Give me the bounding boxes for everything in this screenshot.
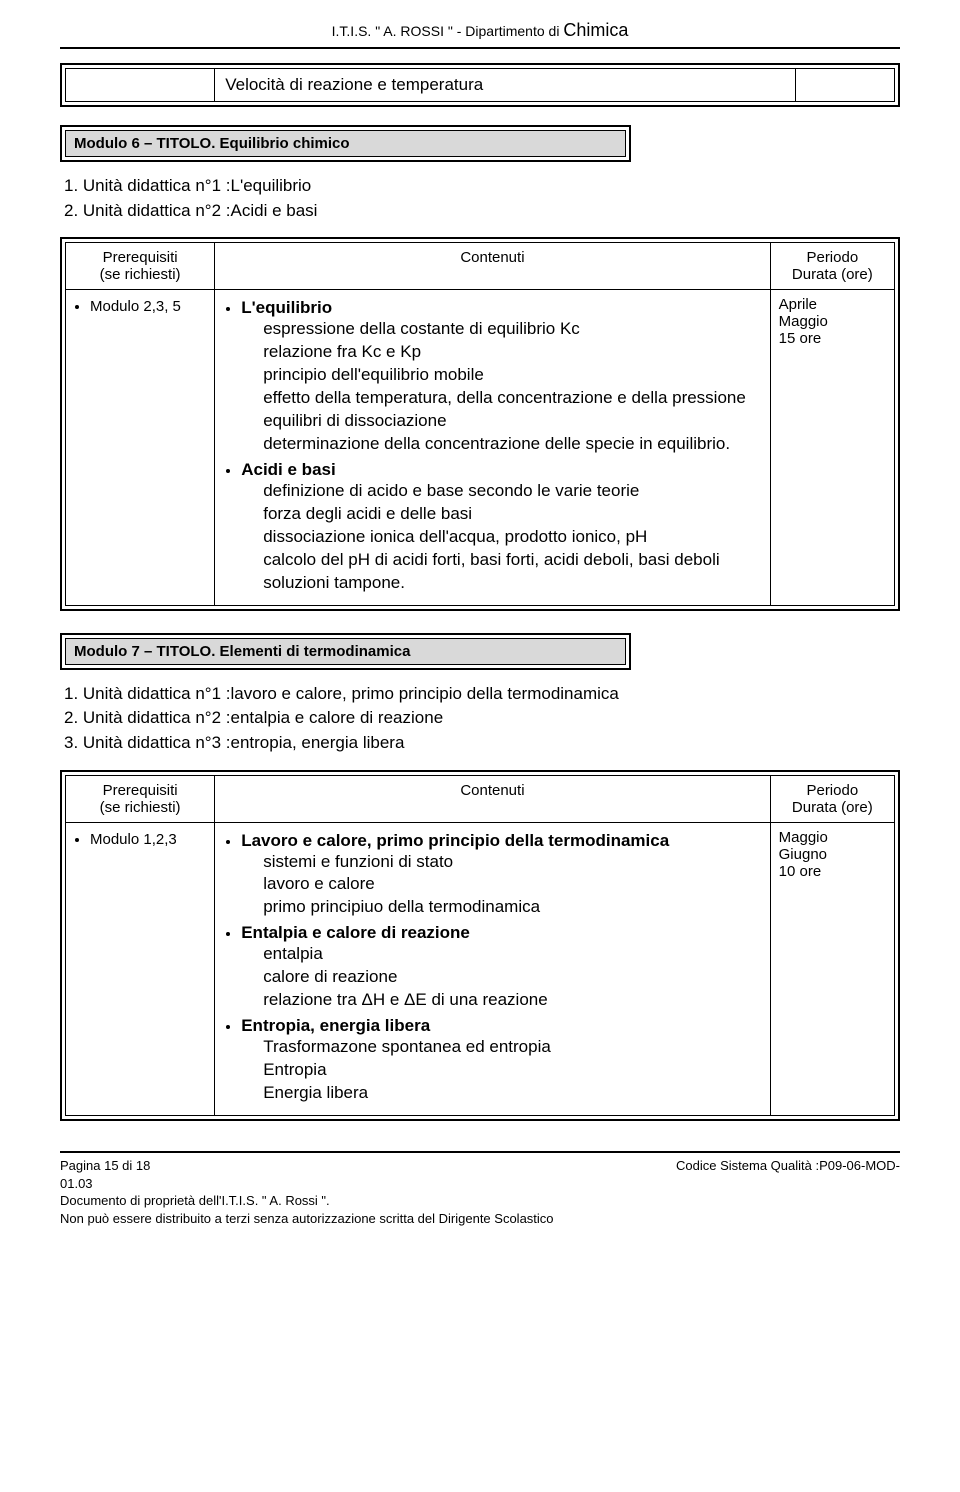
period-line: 10 ore <box>779 863 886 880</box>
unit-item: 1. Unità didattica n°1 :L'equilibrio <box>64 174 900 199</box>
module7-table-box: Prerequisiti (se richiesti) Contenuti Pe… <box>60 770 900 1121</box>
topic-sub: espressione della costante di equilibrio… <box>263 318 761 341</box>
col-period-header: Periodo Durata (ore) <box>770 775 894 822</box>
header-org: I.T.I.S. " A. ROSSI " - Dipartimento di <box>332 23 560 39</box>
topic-sub: Entropia <box>263 1059 761 1082</box>
topic-head: Lavoro e calore, primo principio della t… <box>241 831 669 850</box>
col-prereq-header: Prerequisiti (se richiesti) <box>66 243 215 290</box>
topic-sub: forza degli acidi e delle basi <box>263 503 761 526</box>
topic-head: Entropia, energia libera <box>241 1016 430 1035</box>
footer-date: 01.03 <box>60 1175 900 1193</box>
prereq-item: Modulo 2,3, 5 <box>90 298 206 315</box>
topic-sub: dissociazione ionica dell'acqua, prodott… <box>263 526 761 549</box>
period-line: 15 ore <box>779 330 886 347</box>
topic: L'equilibrio espressione della costante … <box>241 298 761 456</box>
footer-page: Pagina 15 di 18 <box>60 1157 150 1175</box>
page-footer: Pagina 15 di 18 Codice Sistema Qualità :… <box>60 1151 900 1227</box>
page: I.T.I.S. " A. ROSSI " - Dipartimento di … <box>0 0 960 1267</box>
prereq-item: Modulo 1,2,3 <box>90 831 206 848</box>
topic-head: Acidi e basi <box>241 460 335 479</box>
period-line: Maggio <box>779 313 886 330</box>
topic-sub: calcolo del pH di acidi forti, basi fort… <box>263 549 761 572</box>
footer-code: Codice Sistema Qualità :P09-06-MOD- <box>676 1157 900 1175</box>
header-dept: Chimica <box>563 20 628 40</box>
module7-content-cell: Lavoro e calore, primo principio della t… <box>215 822 770 1115</box>
topic: Entalpia e calore di reazione entalpia c… <box>241 923 761 1012</box>
col-content-header: Contenuti <box>215 775 770 822</box>
topic-sub: determinazione della concentrazione dell… <box>263 433 761 456</box>
intro-left <box>66 69 215 102</box>
module7-period-cell: Maggio Giugno 10 ore <box>770 822 894 1115</box>
topic: Entropia, energia libera Trasformazone s… <box>241 1016 761 1105</box>
module6-content-cell: L'equilibrio espressione della costante … <box>215 290 770 605</box>
module7-table: Prerequisiti (se richiesti) Contenuti Pe… <box>65 775 895 1116</box>
footer-row-1: Pagina 15 di 18 Codice Sistema Qualità :… <box>60 1157 900 1175</box>
topic-head: Entalpia e calore di reazione <box>241 923 470 942</box>
topic-sub: calore di reazione <box>263 966 761 989</box>
period-header-text: Periodo Durata (ore) <box>792 782 873 816</box>
module6-prereq-cell: Modulo 2,3, 5 <box>66 290 215 605</box>
intro-right <box>795 69 894 102</box>
module7-title-box: Modulo 7 – TITOLO. Elementi di termodina… <box>60 633 631 670</box>
unit-item: 2. Unità didattica n°2 :Acidi e basi <box>64 199 900 224</box>
col-content-header: Contenuti <box>215 243 770 290</box>
topic-sub: relazione tra ΔH e ΔE di una reazione <box>263 989 761 1012</box>
topic: Acidi e basi definizione di acido e base… <box>241 460 761 595</box>
module7-prereq-cell: Modulo 1,2,3 <box>66 822 215 1115</box>
unit-item: 3. Unità didattica n°3 :entropia, energi… <box>64 731 900 756</box>
intro-box: Velocità di reazione e temperatura <box>60 63 900 107</box>
topic-sub: effetto della temperatura, della concent… <box>263 387 761 410</box>
topic-sub: primo principiuo della termodinamica <box>263 896 761 919</box>
module6-units: 1. Unità didattica n°1 :L'equilibrio 2. … <box>64 174 900 223</box>
topic: Lavoro e calore, primo principio della t… <box>241 831 761 920</box>
module6-table-box: Prerequisiti (se richiesti) Contenuti Pe… <box>60 237 900 610</box>
unit-item: 1. Unità didattica n°1 :lavoro e calore,… <box>64 682 900 707</box>
col-period-header: Periodo Durata (ore) <box>770 243 894 290</box>
prereq-header-text: Prerequisiti (se richiesti) <box>100 782 181 816</box>
module6-title-box: Modulo 6 – TITOLO. Equilibrio chimico <box>60 125 631 162</box>
module6-table: Prerequisiti (se richiesti) Contenuti Pe… <box>65 242 895 605</box>
topic-sub: relazione fra Kc e Kp <box>263 341 761 364</box>
topic-sub: Trasformazone spontanea ed entropia <box>263 1036 761 1059</box>
topic-sub: equilibri di dissociazione <box>263 410 761 433</box>
intro-text: Velocità di reazione e temperatura <box>215 69 795 102</box>
topic-sub: soluzioni tampone. <box>263 572 761 595</box>
footer-dist: Non può essere distribuito a terzi senza… <box>60 1210 900 1228</box>
period-line: Aprile <box>779 296 886 313</box>
period-line: Giugno <box>779 846 886 863</box>
col-prereq-header: Prerequisiti (se richiesti) <box>66 775 215 822</box>
topic-sub: Energia libera <box>263 1082 761 1105</box>
period-line: Maggio <box>779 829 886 846</box>
intro-table: Velocità di reazione e temperatura <box>65 68 895 102</box>
topic-sub: principio dell'equilibrio mobile <box>263 364 761 387</box>
period-header-text: Periodo Durata (ore) <box>792 249 873 283</box>
unit-item: 2. Unità didattica n°2 :entalpia e calor… <box>64 706 900 731</box>
module7-units: 1. Unità didattica n°1 :lavoro e calore,… <box>64 682 900 756</box>
module6-period-cell: Aprile Maggio 15 ore <box>770 290 894 605</box>
topic-sub: sistemi e funzioni di stato <box>263 851 761 874</box>
topic-sub: definizione di acido e base secondo le v… <box>263 480 761 503</box>
topic-sub: entalpia <box>263 943 761 966</box>
prereq-header-text: Prerequisiti (se richiesti) <box>100 249 181 283</box>
header-separator <box>60 47 900 49</box>
module6-title: Modulo 6 – TITOLO. Equilibrio chimico <box>65 130 626 157</box>
module7-title: Modulo 7 – TITOLO. Elementi di termodina… <box>65 638 626 665</box>
footer-owner: Documento di proprietà dell'I.T.I.S. " A… <box>60 1192 900 1210</box>
page-header: I.T.I.S. " A. ROSSI " - Dipartimento di … <box>60 20 900 41</box>
topic-head: L'equilibrio <box>241 298 332 317</box>
topic-sub: lavoro e calore <box>263 873 761 896</box>
